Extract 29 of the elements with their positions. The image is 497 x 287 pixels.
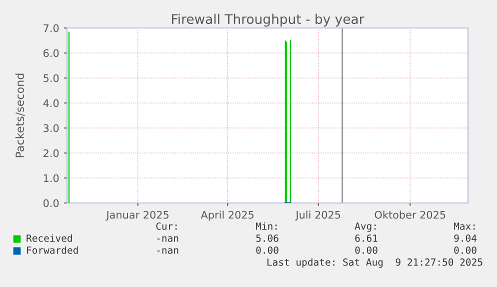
text: Last update: Sat Aug 9 21:27:50 2025 bbox=[267, 258, 482, 268]
text: 9.04 bbox=[454, 234, 477, 242]
text: 0.00 bbox=[454, 246, 476, 254]
text: 6.61 bbox=[355, 234, 378, 242]
x-tick-label: April 2025 bbox=[200, 210, 254, 221]
legend-label: Received bbox=[26, 234, 72, 242]
y-tick-label: 5.0 bbox=[44, 74, 59, 82]
legend-label: Forwarded bbox=[27, 246, 78, 254]
text: 0.00 bbox=[256, 246, 278, 254]
text: Cur: bbox=[156, 222, 177, 230]
y-tick-label: 3.0 bbox=[44, 124, 59, 132]
text: -nan bbox=[157, 236, 178, 242]
chart-title: Firewall Throughput - by year bbox=[172, 14, 364, 27]
text: 5.06 bbox=[256, 234, 278, 242]
x-tick-label: Oktober 2025 bbox=[374, 210, 446, 219]
y-axis-title: Packets/second bbox=[15, 74, 25, 158]
text: Max: bbox=[454, 222, 475, 230]
y-tick-label: 4.0 bbox=[43, 99, 59, 108]
y-tick-label: 6.0 bbox=[44, 49, 59, 58]
text: 0.00 bbox=[355, 246, 378, 254]
x-tick-label: Juli 2025 bbox=[295, 210, 340, 221]
y-tick-label: 1.0 bbox=[44, 174, 59, 182]
text: -nan bbox=[157, 248, 178, 254]
text: Avg: bbox=[354, 222, 376, 232]
y-tick-label: 0.0 bbox=[43, 199, 59, 208]
y-tick-label: 2.0 bbox=[44, 149, 59, 158]
y-tick-label: 7.0 bbox=[44, 24, 59, 32]
text: Min: bbox=[256, 222, 277, 230]
x-tick-label: Januar 2025 bbox=[106, 210, 168, 221]
